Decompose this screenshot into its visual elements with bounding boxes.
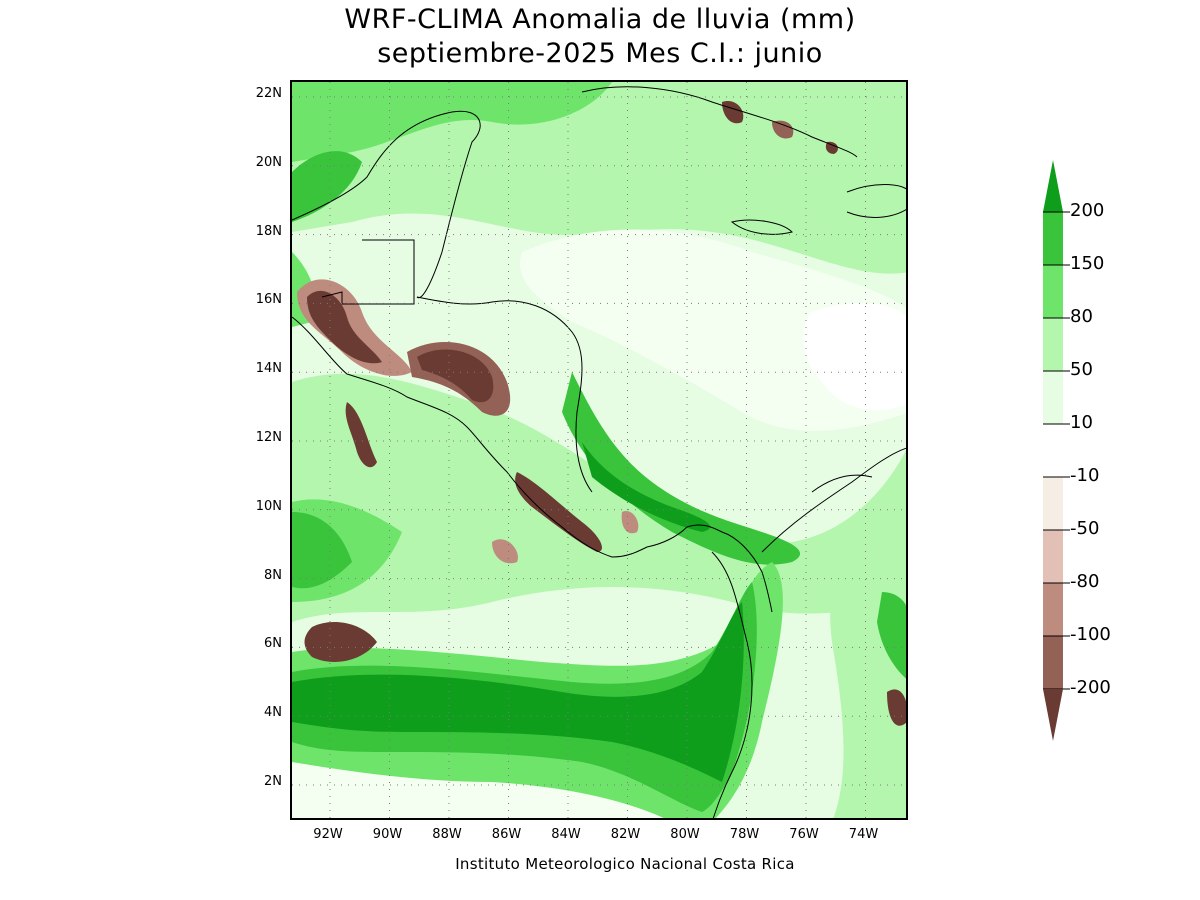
colorbar-label: -200 (1070, 677, 1111, 698)
map-title: WRF-CLIMA Anomalia de lluvia (mm) (344, 4, 856, 35)
anomaly-region (877, 592, 906, 679)
colorbar-top-arrow (1043, 160, 1063, 212)
colorbar-label: 10 (1070, 412, 1093, 433)
colorbar-label: 50 (1070, 359, 1093, 380)
longitude-tick-label: 76W (789, 827, 819, 842)
anomaly-region (292, 602, 744, 782)
anomaly-region (520, 229, 906, 431)
colorbar-segment (1043, 318, 1063, 371)
anomaly-region (803, 303, 906, 411)
latitude-tick-label: 14N (255, 361, 282, 377)
colorbar-segment (1043, 477, 1063, 530)
colorbar-bottom-arrow (1043, 689, 1063, 741)
colorbar-segment (1043, 636, 1063, 689)
colorbar-label: 150 (1070, 253, 1105, 274)
latitude-tick-label: 18N (255, 223, 282, 239)
longitude-tick-label: 88W (432, 827, 462, 842)
anomaly-region (582, 442, 711, 532)
latitude-tick-label: 8N (264, 567, 282, 583)
latitude-tick-label: 20N (255, 154, 282, 170)
map-subtitle: septiembre-2025 Mes C.I.: junio (377, 38, 823, 69)
coastlines (292, 86, 906, 818)
colorbar-label: 80 (1070, 306, 1093, 327)
colorbar-segment (1043, 265, 1063, 318)
colorbar (1043, 160, 1070, 741)
latitude-tick-label: 12N (255, 430, 282, 445)
longitude-tick-label: 78W (729, 827, 760, 842)
anomaly-region (562, 372, 801, 565)
longitude-tick-label: 84W (551, 827, 581, 842)
longitude-tick-label: 82W (610, 827, 641, 842)
anomaly-region (292, 82, 906, 274)
colorbar-segment (1043, 371, 1063, 424)
map-gridlines (292, 82, 906, 818)
colorbar-label: -100 (1070, 624, 1111, 645)
latitude-tick-label: 10N (255, 498, 282, 514)
colorbar-label: -50 (1070, 518, 1100, 539)
rainfall-anomaly-map (290, 80, 908, 820)
latitude-tick-label: 22N (255, 86, 282, 101)
longitude-tick-label: 74W (848, 827, 879, 842)
colorbar-segment (1043, 212, 1063, 265)
colorbar-label: -10 (1070, 465, 1100, 486)
longitude-tick-label: 90W (372, 827, 403, 842)
colorbar-label: 200 (1070, 200, 1105, 221)
longitude-tick-label: 86W (491, 827, 522, 842)
dry-anomaly-spots (297, 101, 906, 726)
credit-text: Instituto Meteorologico Nacional Costa R… (455, 855, 795, 873)
latitude-tick-label: 2N (264, 774, 282, 789)
latitude-tick-label: 16N (255, 292, 282, 308)
anomaly-region (292, 512, 352, 589)
colorbar-label: -80 (1070, 571, 1100, 592)
latitude-tick-label: 6N (264, 636, 282, 652)
anomaly-region (292, 151, 362, 222)
anomaly-region (292, 82, 612, 162)
colorbar-segment (1043, 424, 1063, 477)
colorbar-segment (1043, 530, 1063, 583)
colorbar-segment (1043, 583, 1063, 636)
longitude-tick-label: 80W (670, 827, 700, 842)
anomaly-region (292, 762, 664, 818)
longitude-tick-label: 92W (313, 827, 343, 842)
map-canvas (292, 82, 906, 818)
latitude-tick-label: 4N (264, 705, 282, 721)
